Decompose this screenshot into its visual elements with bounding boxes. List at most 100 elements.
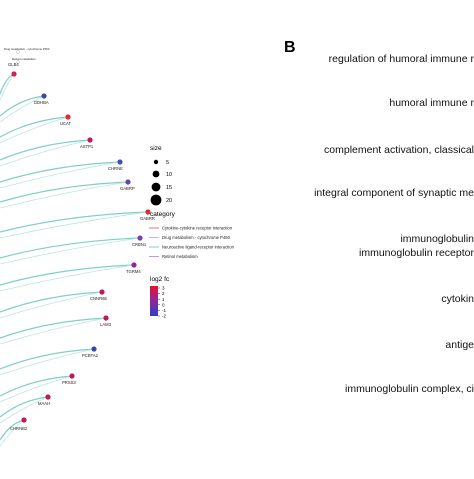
edge-secondary-11 [0, 291, 103, 319]
edge-10 [0, 264, 135, 286]
go-term-7: antige [445, 339, 474, 351]
size-legend-label-0: 5 [166, 160, 169, 166]
go-term-8: immunoglobulin complex, ci [345, 383, 474, 395]
gene-label-7: GABRP [120, 186, 135, 191]
edge-4 [0, 116, 69, 138]
edge-secondary-6 [0, 161, 121, 189]
edge-6 [0, 161, 121, 183]
edge-3 [0, 95, 45, 117]
go-term-labels: regulation of humoral immune r humoral im… [314, 53, 474, 395]
gene-node-14 [69, 373, 75, 379]
fc-tick-label-4: -1 [162, 308, 166, 313]
edge-8 [0, 211, 149, 233]
edge-7 [0, 181, 129, 203]
size-legend-dot-1 [152, 170, 160, 178]
gene-node-8 [145, 209, 151, 215]
size-legend-dot-3 [150, 194, 162, 206]
size-legend-dot-0 [153, 159, 159, 165]
fc-legend-title: log2 fc [150, 276, 170, 283]
gene-label-0: Drug metabolism - cytochrome P450 [4, 47, 50, 51]
size-legend-dot-2 [151, 182, 161, 192]
edge-9 [0, 237, 141, 259]
gene-node-15 [45, 394, 51, 400]
edge-secondary-13 [0, 348, 95, 376]
edge-secondary-10 [0, 264, 135, 292]
size-legend-label-3: 20 [166, 198, 172, 204]
fc-tick-label-1: 2 [162, 291, 165, 296]
gene-label-12: LAM3 [100, 322, 112, 327]
gene-node-6 [117, 159, 123, 165]
gene-node-13 [91, 346, 97, 352]
go-term-6: cytokin [441, 293, 474, 305]
fc-tick-label-5: -2 [162, 314, 166, 319]
category-legend-title: category [150, 211, 176, 218]
gene-node-1 [16, 60, 20, 64]
go-term-4: immunoglobulin [400, 233, 474, 245]
edge-secondary-12 [0, 317, 107, 345]
gene-node-5 [87, 137, 93, 143]
fc-colorbar [150, 286, 158, 316]
go-term-5: immunoglobulin receptor [359, 247, 474, 259]
gene-label-9: CRBN1 [132, 242, 147, 247]
category-label-2: Neuroactive ligand-receptor interaction [162, 245, 235, 250]
network-nodes: Drug metabolism - cytochrome P450 Retinol… [4, 47, 155, 431]
go-term-2: complement activation, classical [324, 144, 474, 156]
gene-label-5: ASTP1 [80, 144, 94, 149]
go-term-0: regulation of humoral immune r [329, 53, 474, 65]
gene-label-3: DDHBA [34, 100, 49, 105]
category-label-1: Drug metabolism - cytochrome P450 [162, 235, 231, 240]
gene-label-10: TGRM4 [126, 269, 141, 274]
fc-tick-label-3: 0 [162, 302, 165, 307]
edge-13 [0, 348, 95, 370]
edge-11 [0, 291, 103, 313]
edge-secondary-4 [0, 116, 69, 144]
edge-secondary-3 [0, 95, 45, 123]
fc-tick-label-0: 3 [162, 286, 165, 291]
size-legend-title: size [150, 145, 162, 152]
edge-14 [0, 375, 73, 397]
gene-node-10 [131, 262, 137, 268]
gene-node-16 [21, 417, 27, 423]
fc-tick-label-2: 1 [162, 297, 165, 302]
edge-12 [0, 317, 107, 339]
edge-5 [0, 139, 91, 161]
panel-b-label: B [284, 39, 296, 56]
edge-15 [0, 396, 49, 418]
gene-label-8: GABRR [140, 216, 155, 221]
size-legend-label-2: 15 [166, 185, 172, 191]
gene-label-1: Retinol metabolism [12, 57, 36, 61]
edge-secondary-2 [0, 73, 15, 101]
go-term-3: integral component of synaptic me [314, 187, 474, 199]
gene-label-16: CHRNB2 [10, 426, 28, 431]
gene-node-2 [11, 71, 17, 77]
category-label-3: Retinol metabolism [162, 254, 198, 259]
edge-secondary-8 [0, 211, 149, 239]
edge-secondary-7 [0, 181, 129, 209]
gene-node-12 [103, 315, 109, 321]
size-legend: 5 10 15 20 [150, 159, 172, 206]
category-label-0: Cytokine-cytokine receptor interaction [162, 226, 233, 231]
gene-label-6: CHRNE [108, 166, 123, 171]
gene-node-0 [16, 50, 20, 54]
network-edges [0, 73, 149, 447]
edge-secondary-5 [0, 139, 91, 167]
go-term-1: humoral immune r [389, 97, 474, 109]
gene-label-14: PRSS3 [62, 380, 76, 385]
edge-secondary-14 [0, 375, 73, 403]
size-legend-label-1: 10 [166, 172, 172, 178]
edge-secondary-15 [0, 396, 49, 424]
gene-label-4: UCAT [60, 121, 72, 126]
gene-node-7 [125, 179, 131, 185]
category-legend: Cytokine-cytokine receptor interaction Dr… [149, 226, 235, 259]
gene-node-9 [137, 235, 143, 241]
gene-node-3 [41, 93, 47, 99]
gene-label-13: PCBTA2 [82, 353, 99, 358]
gene-label-15: MAAH [38, 401, 50, 406]
gene-label-11: CNNR6E [90, 296, 107, 301]
gene-node-4 [65, 114, 71, 120]
gene-node-11 [99, 289, 105, 295]
